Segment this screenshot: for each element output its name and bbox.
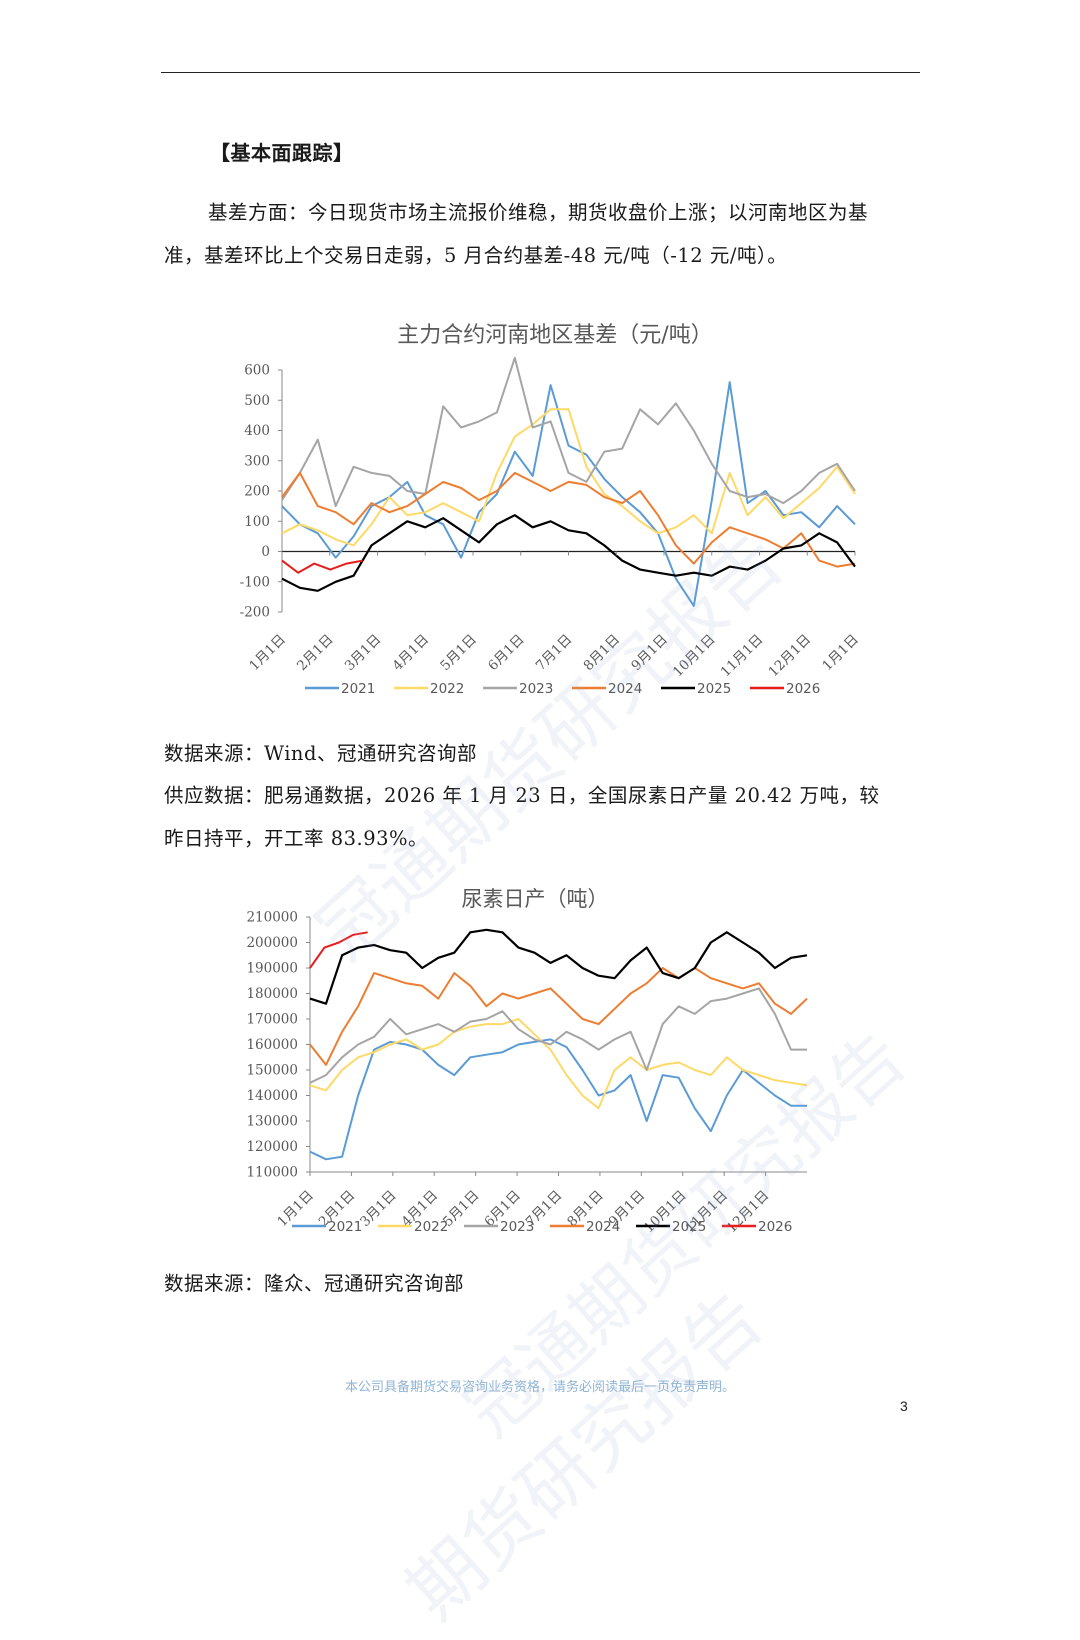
y-tick-label: 180000	[246, 986, 298, 1002]
legend-label-2022: 2022	[414, 1219, 448, 1235]
watermark-3: 期货研究报告	[391, 1275, 779, 1637]
legend-label-2023: 2023	[519, 681, 553, 697]
x-tick-label: 10月1日	[670, 632, 719, 681]
y-tick-label: 150000	[246, 1063, 298, 1079]
section-title: 【基本面跟踪】	[210, 141, 354, 165]
x-tick-label: 7月1日	[533, 632, 576, 675]
legend-label-2026: 2026	[786, 681, 820, 697]
series-line-2025	[281, 514, 856, 592]
basis-chart: 主力合约河南地区基差（元/吨） 600 500 400 300 200 100 0 -100 -…	[240, 323, 862, 697]
y-tick-label: 120000	[246, 1139, 298, 1155]
y-tick-label: 190000	[246, 961, 298, 977]
paragraph-supply-line1: 供应数据：肥易通数据，2026 年 1 月 23 日，全国尿素日产量 20.42…	[164, 784, 880, 807]
y-tick-label: 140000	[246, 1088, 298, 1104]
y-tick-label: 400	[244, 423, 270, 439]
disclaimer-footer: 本公司具备期货交易咨询业务资格，请务必阅读最后一页免责声明。	[344, 1380, 735, 1395]
urea-chart-title: 尿素日产（吨）	[462, 887, 609, 911]
series-line-2021	[281, 381, 856, 607]
legend-label-2024: 2024	[608, 681, 642, 697]
y-tick-label: 110000	[246, 1165, 298, 1181]
legend-label-2023: 2023	[500, 1219, 534, 1235]
series-line-2026	[281, 559, 363, 574]
series-line-2026	[309, 931, 368, 969]
legend-label-2025: 2025	[672, 1219, 706, 1235]
paragraph-supply-line2: 昨日持平，开工率 83.93%。	[164, 827, 429, 850]
y-tick-label: 300	[244, 453, 270, 469]
source-note-1: 数据来源：Wind、冠通研究咨询部	[164, 742, 477, 765]
y-tick-label: 130000	[246, 1114, 298, 1130]
x-tick-label: 2月1日	[294, 632, 337, 675]
series-line-2023	[281, 356, 856, 508]
page-number: 3	[900, 1398, 908, 1414]
x-tick-label: 1月1日	[246, 632, 289, 675]
series-line-2024	[281, 471, 856, 568]
x-tick-label: 4月1日	[390, 632, 433, 675]
y-tick-label: 500	[244, 393, 270, 409]
x-tick-label: 1月1日	[274, 1188, 317, 1231]
y-tick-label: 100	[244, 514, 270, 530]
series-line-2022	[281, 408, 856, 547]
y-tick-label: -100	[240, 574, 270, 590]
y-tick-label: 210000	[246, 910, 298, 926]
legend-label-2024: 2024	[586, 1219, 620, 1235]
y-tick-label: 200000	[246, 935, 298, 951]
urea-output-chart: 尿素日产（吨） 210000 200000 190000 180000 170000 16…	[246, 887, 808, 1236]
y-tick-label: -200	[240, 605, 270, 621]
series-line-2021	[309, 1038, 807, 1161]
y-tick-label: 160000	[246, 1037, 298, 1053]
x-tick-label: 6月1日	[485, 632, 528, 675]
y-tick-label: 170000	[246, 1012, 298, 1028]
series-line-2025	[309, 928, 808, 1005]
source-note-2: 数据来源：隆众、冠通研究咨询部	[164, 1272, 465, 1295]
series-line-2024	[309, 967, 808, 1066]
series-line-2023	[309, 987, 807, 1084]
series-line-2022	[309, 1018, 808, 1110]
legend-label-2026: 2026	[758, 1219, 792, 1235]
legend-label-2021: 2021	[328, 1219, 362, 1235]
legend-label-2022: 2022	[430, 681, 464, 697]
x-tick-label: 5月1日	[437, 632, 480, 675]
paragraph-basis-line2: 准，基差环比上个交易日走弱，5 月合约基差-48 元/吨（-12 元/吨）。	[164, 244, 788, 267]
x-tick-label: 3月1日	[342, 632, 385, 675]
legend-label-2025: 2025	[697, 681, 731, 697]
y-tick-label: 200	[244, 484, 270, 500]
x-tick-label: 12月1日	[765, 632, 814, 681]
x-tick-label: 11月1日	[718, 632, 767, 681]
y-tick-label: 600	[244, 363, 270, 379]
y-tick-label: 0	[261, 544, 270, 560]
x-tick-label: 9月1日	[628, 632, 671, 675]
header-rule	[161, 72, 920, 73]
paragraph-basis-line1: 基差方面：今日现货市场主流报价维稳，期货收盘价上涨；以河南地区为基	[208, 201, 869, 224]
x-tick-label: 1月1日	[819, 632, 862, 675]
x-tick-label: 3月1日	[357, 1188, 400, 1231]
basis-chart-title: 主力合约河南地区基差（元/吨）	[397, 323, 712, 348]
legend-label-2021: 2021	[341, 681, 375, 697]
x-tick-label: 8月1日	[581, 632, 624, 675]
